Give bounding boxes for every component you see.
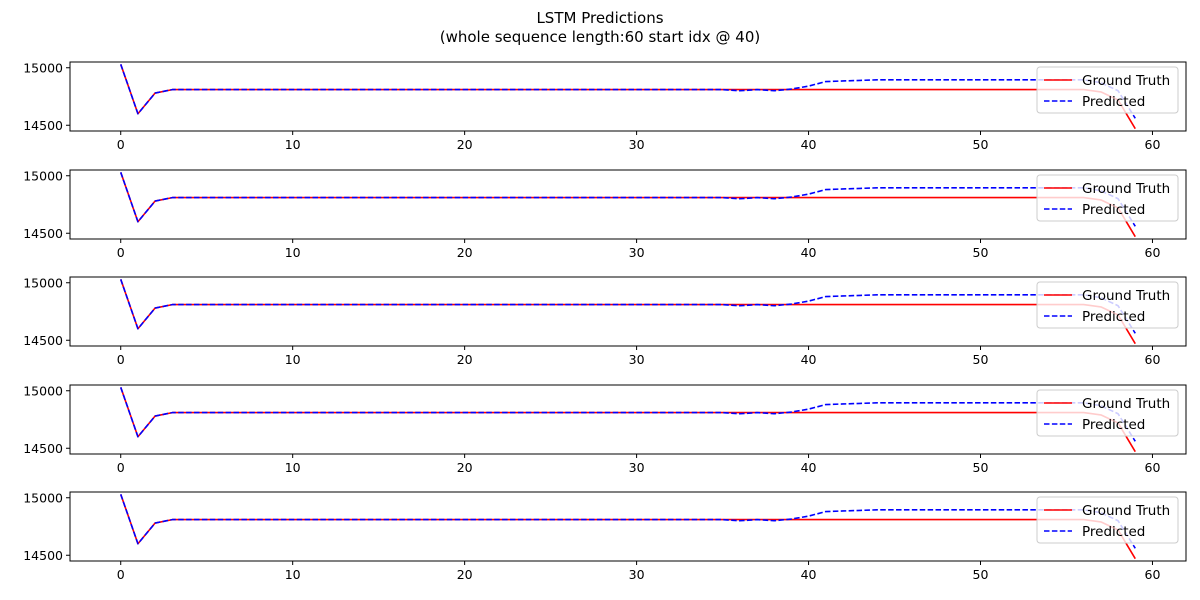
legend-box: [1036, 496, 1179, 544]
x-tick-label: 0: [117, 460, 125, 475]
x-tick-label: 10: [285, 137, 301, 152]
x-tick-label: 10: [285, 567, 301, 582]
x-tick-label: 0: [117, 137, 125, 152]
legend-box: [1036, 281, 1179, 329]
x-tick-label: 0: [117, 245, 125, 260]
legend-label: Predicted: [1082, 417, 1145, 433]
legend-label: Predicted: [1082, 94, 1145, 110]
x-tick-label: 30: [629, 352, 645, 367]
y-tick-label: 15000: [23, 383, 63, 398]
x-tick-label: 40: [801, 245, 817, 260]
x-tick-label: 60: [1145, 460, 1161, 475]
predicted-line: [119, 279, 1136, 334]
ground-truth-line: [119, 494, 1136, 560]
y-tick-label: 14500: [23, 333, 63, 348]
axes-frame: [69, 61, 1187, 132]
legend-label: Predicted: [1082, 524, 1145, 540]
subplot-4: 0 10 20 30 40 50 60 14500 15000 Ground Truth Predi…: [23, 383, 1187, 475]
x-tick-label: 40: [801, 352, 817, 367]
legend-label: Ground Truth: [1082, 73, 1170, 89]
x-tick-label: 60: [1145, 567, 1161, 582]
ground-truth-line: [119, 387, 1136, 453]
predicted-line: [119, 64, 1136, 119]
axes-frame: [69, 491, 1187, 562]
subplot-3: 0 10 20 30 40 50 60 14500 15000 Ground Truth Predi…: [23, 275, 1187, 367]
subplot-1: 0 10 20 30 40 50 60 14500 15000 Ground Truth Predi…: [23, 60, 1187, 152]
legend: Ground Truth Predicted: [1036, 496, 1179, 544]
x-tick-label: 20: [457, 137, 473, 152]
y-tick-label: 14500: [23, 548, 63, 563]
subplot-5: 0 10 20 30 40 50 60 14500 15000 Ground Truth Predi…: [23, 490, 1187, 582]
x-tick-label: 60: [1145, 137, 1161, 152]
x-tick-label: 40: [801, 567, 817, 582]
y-tick-label: 15000: [23, 490, 63, 505]
figure-title: LSTM Predictions: [536, 9, 664, 27]
x-tick-label: 30: [629, 137, 645, 152]
legend-box: [1036, 389, 1179, 437]
x-tick-label: 0: [117, 567, 125, 582]
x-tick-label: 30: [629, 245, 645, 260]
predicted-line: [119, 172, 1136, 227]
legend-label: Ground Truth: [1082, 181, 1170, 197]
subplot-2: 0 10 20 30 40 50 60 14500 15000 Ground Truth Predi…: [23, 168, 1187, 260]
y-tick-label: 14500: [23, 118, 63, 133]
x-tick-label: 30: [629, 567, 645, 582]
x-tick-label: 60: [1145, 352, 1161, 367]
figure-subtitle: (whole sequence length:60 start idx @ 40…: [439, 28, 761, 46]
legend-label: Ground Truth: [1082, 288, 1170, 304]
legend: Ground Truth Predicted: [1036, 66, 1179, 114]
legend-box: [1036, 66, 1179, 114]
ground-truth-line: [119, 279, 1136, 345]
x-tick-label: 40: [801, 460, 817, 475]
predicted-line: [119, 494, 1136, 549]
legend-label: Predicted: [1082, 202, 1145, 218]
x-tick-label: 20: [457, 352, 473, 367]
y-tick-label: 15000: [23, 60, 63, 75]
x-tick-label: 50: [973, 352, 989, 367]
x-tick-label: 10: [285, 352, 301, 367]
y-tick-label: 14500: [23, 226, 63, 241]
axes-frame: [69, 169, 1187, 240]
x-tick-label: 40: [801, 137, 817, 152]
y-tick-label: 15000: [23, 168, 63, 183]
x-tick-label: 20: [457, 245, 473, 260]
legend-box: [1036, 174, 1179, 222]
x-tick-label: 50: [973, 460, 989, 475]
legend: Ground Truth Predicted: [1036, 389, 1179, 437]
legend: Ground Truth Predicted: [1036, 281, 1179, 329]
x-tick-label: 50: [973, 245, 989, 260]
axes-frame: [69, 384, 1187, 455]
x-tick-label: 50: [973, 567, 989, 582]
ground-truth-line: [119, 172, 1136, 238]
x-tick-label: 10: [285, 460, 301, 475]
ground-truth-line: [119, 64, 1136, 130]
y-tick-label: 14500: [23, 441, 63, 456]
x-tick-label: 10: [285, 245, 301, 260]
predicted-line: [119, 387, 1136, 442]
legend-label: Ground Truth: [1082, 396, 1170, 412]
axes-frame: [69, 276, 1187, 347]
legend-label: Predicted: [1082, 309, 1145, 325]
x-tick-label: 30: [629, 460, 645, 475]
y-tick-label: 15000: [23, 275, 63, 290]
x-tick-label: 20: [457, 567, 473, 582]
x-tick-label: 20: [457, 460, 473, 475]
x-tick-label: 0: [117, 352, 125, 367]
x-tick-label: 50: [973, 137, 989, 152]
x-tick-label: 60: [1145, 245, 1161, 260]
legend: Ground Truth Predicted: [1036, 174, 1179, 222]
legend-label: Ground Truth: [1082, 503, 1170, 519]
